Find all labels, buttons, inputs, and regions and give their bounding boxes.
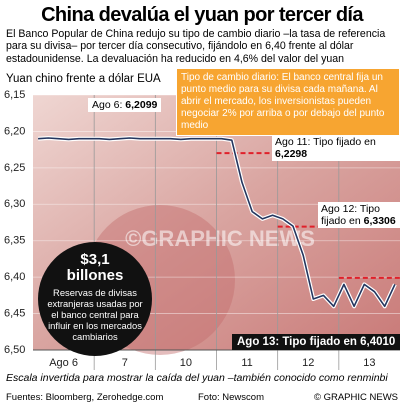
x-tick-label: Ago 6 [49, 357, 78, 369]
fixing-label: Ago 12: Tipo fijado en 6,3306 [318, 202, 400, 228]
bubble-text: Reservas de divisas extranjeras usadas p… [47, 287, 143, 342]
y-tick-label: 6,50 [4, 344, 25, 356]
info-box: Tipo de cambio diario: El banco central … [176, 68, 400, 136]
y-tick-label: 6,20 [4, 125, 25, 137]
x-tick-label: 12 [302, 357, 314, 369]
y-tick-label: 6,25 [4, 162, 25, 174]
credit: © GRAPHIC NEWS [313, 392, 398, 403]
subtitle: El Banco Popular de China redujo su tipo… [6, 28, 386, 65]
fixing-text: Ago 11: Tipo fijado en [275, 136, 376, 148]
y-axis-label: Yuan chino frente a dólar EUA [6, 73, 161, 85]
line [38, 137, 396, 308]
photo-credit: Foto: Newscom [198, 392, 264, 403]
y-tick-label: 6,30 [4, 198, 25, 210]
sources: Fuentes: Bloomberg, Zerohedge.com [6, 392, 164, 403]
note: Escala invertida para mostrar la caída d… [6, 372, 388, 384]
fixing-text: Ago 6: [92, 99, 123, 111]
fixing-label: Ago 13: Tipo fijado en 6,4010 [232, 334, 401, 350]
bubble-title: $3,1 billones [66, 251, 124, 284]
fixing-value: 6,2099 [125, 99, 158, 111]
x-tick-label: 10 [180, 357, 192, 369]
y-tick-label: 6,45 [4, 307, 25, 319]
y-tick-label: 6,35 [4, 235, 25, 247]
fixing-value: 6,2298 [275, 148, 308, 160]
title: China devalúa el yuan por tercer día [41, 4, 363, 26]
fixing-label: Ago 11: Tipo fijado en 6,2298 [272, 135, 404, 161]
fixing-value: 6,4010 [360, 336, 396, 348]
watermark: ©GRAPHIC NEWS [125, 226, 315, 251]
x-tick-label: 13 [363, 357, 375, 369]
y-tick-label: 6,15 [4, 89, 25, 101]
y-tick-label: 6,40 [4, 271, 25, 283]
x-tick-label: 7 [122, 357, 128, 369]
fixing-text: Ago 13: Tipo fijado en [237, 336, 357, 348]
fixing-text: Ago 12: Tipo fijado en [321, 203, 380, 227]
fixing-value: 6,3306 [363, 215, 396, 227]
x-tick-label: 11 [241, 357, 252, 369]
reserves-bubble: $3,1 billones Reservas de divisas extran… [38, 242, 152, 356]
fixing-label: Ago 6: 6,2099 [88, 98, 162, 112]
